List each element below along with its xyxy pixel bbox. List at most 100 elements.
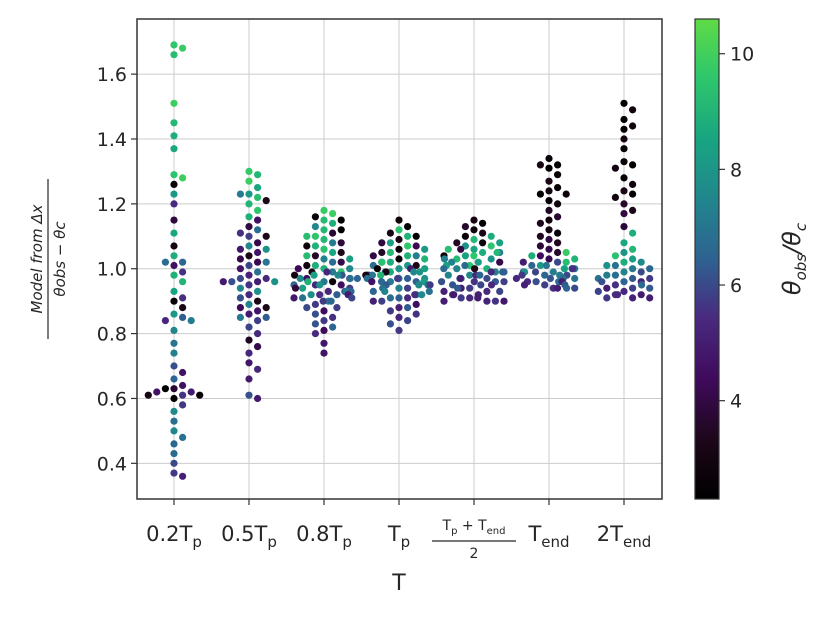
data-point — [537, 242, 544, 249]
data-point — [521, 281, 528, 288]
data-point — [603, 285, 610, 292]
data-point — [620, 158, 627, 165]
data-point — [545, 178, 552, 185]
data-point — [561, 265, 568, 272]
data-point — [179, 392, 186, 399]
data-point — [295, 265, 302, 272]
data-point — [290, 294, 297, 301]
data-point — [462, 233, 469, 240]
data-point — [312, 252, 319, 259]
data-point — [334, 272, 341, 279]
data-point — [629, 181, 636, 188]
data-point — [237, 285, 244, 292]
y-tick-label: 0.6 — [97, 388, 127, 410]
data-point — [170, 119, 177, 126]
data-point — [170, 181, 177, 188]
data-point — [329, 314, 336, 321]
data-point — [254, 194, 261, 201]
data-point — [488, 233, 495, 240]
data-point — [245, 291, 252, 298]
data-point — [543, 262, 550, 269]
data-point — [170, 298, 177, 305]
data-point — [228, 278, 235, 285]
data-point — [220, 278, 227, 285]
data-point — [450, 291, 457, 298]
data-point — [370, 288, 377, 295]
data-point — [488, 268, 495, 275]
data-point — [413, 242, 420, 249]
data-point — [479, 220, 486, 227]
data-point — [263, 233, 270, 240]
data-point — [188, 388, 195, 395]
data-point — [421, 246, 428, 253]
data-point — [153, 388, 160, 395]
data-point — [312, 301, 319, 308]
data-point — [325, 288, 332, 295]
data-point — [299, 294, 306, 301]
data-point — [620, 126, 627, 133]
data-point — [254, 317, 261, 324]
data-point — [394, 275, 401, 282]
data-point — [541, 281, 548, 288]
data-point — [471, 278, 478, 285]
data-point — [532, 268, 539, 275]
data-point — [320, 255, 327, 262]
y-label-numerator: Model from Δx — [28, 204, 46, 313]
data-point — [387, 320, 394, 327]
data-point — [328, 298, 335, 305]
data-point — [457, 246, 464, 253]
data-point — [563, 191, 570, 198]
data-point — [413, 252, 420, 259]
data-point — [603, 272, 610, 279]
data-point — [254, 366, 261, 373]
data-point — [499, 268, 506, 275]
data-point — [338, 239, 345, 246]
y-tick-label: 1.2 — [97, 194, 127, 216]
data-point — [629, 285, 636, 292]
data-point — [445, 246, 452, 253]
data-point — [404, 304, 411, 311]
data-point — [312, 262, 319, 269]
data-point — [470, 246, 477, 253]
data-point — [237, 265, 244, 272]
data-point — [416, 268, 423, 275]
data-point — [462, 252, 469, 259]
data-point — [395, 314, 402, 321]
y-label-denominator: θobs − θc — [51, 221, 69, 297]
data-point — [237, 255, 244, 262]
data-point — [245, 213, 252, 220]
data-point — [170, 450, 177, 457]
data-point — [179, 382, 186, 389]
data-point — [404, 223, 411, 230]
data-point — [513, 275, 520, 282]
y-tick-label: 1.6 — [97, 64, 127, 86]
data-point — [299, 285, 306, 292]
data-point — [368, 278, 375, 285]
data-point — [479, 249, 486, 256]
data-point — [612, 252, 619, 259]
colorbar-tick-label: 8 — [730, 159, 742, 181]
data-point — [537, 220, 544, 227]
data-point — [254, 307, 261, 314]
data-point — [179, 259, 186, 266]
data-point — [569, 265, 576, 272]
data-point — [438, 278, 445, 285]
colorbar-gradient — [695, 19, 719, 499]
data-point — [476, 272, 483, 279]
data-point — [170, 200, 177, 207]
data-point — [329, 230, 336, 237]
data-point — [395, 294, 402, 301]
data-point — [620, 288, 627, 295]
data-point — [170, 242, 177, 249]
data-point — [170, 408, 177, 415]
data-point — [646, 275, 653, 282]
data-point — [254, 330, 261, 337]
data-point — [170, 51, 177, 58]
data-point — [646, 294, 653, 301]
data-point — [333, 304, 340, 311]
x-tick-label: 0.5Tp — [221, 522, 277, 551]
data-point — [537, 191, 544, 198]
y-tick-label: 1.0 — [97, 259, 127, 281]
data-point — [237, 314, 244, 321]
data-point — [387, 239, 394, 246]
